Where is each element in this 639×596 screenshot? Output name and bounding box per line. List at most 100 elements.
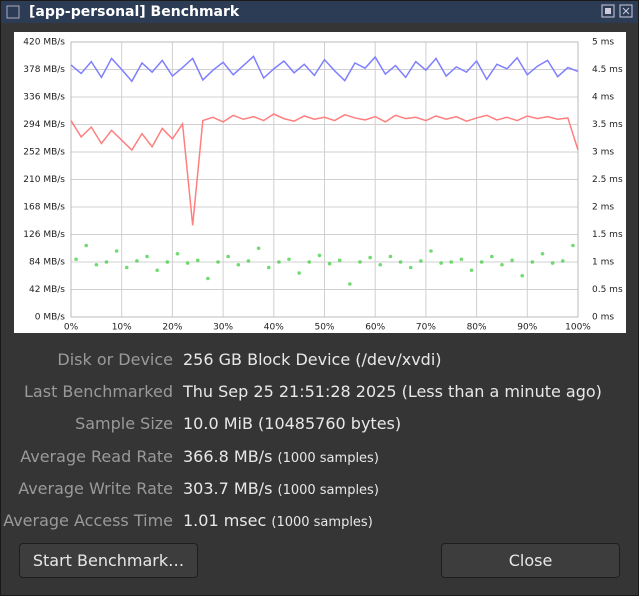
- info-value-group: 256 GB Block Device (/dev/xvdi): [183, 348, 442, 372]
- y2-tick-label: 3 ms: [592, 148, 614, 158]
- data-point: [124, 265, 129, 270]
- y-tick-label: 378 MB/s: [23, 65, 65, 75]
- data-point: [236, 262, 241, 267]
- data-point: [317, 253, 322, 258]
- data-point: [226, 254, 230, 259]
- info-value-group: 10.0 MiB (10485760 bytes): [183, 412, 401, 436]
- y2-tick-label: 3.5 ms: [592, 120, 623, 130]
- info-value: 366.8 MB/s: [183, 446, 273, 466]
- y2-tick-label: 4.5 ms: [592, 65, 623, 75]
- data-point: [266, 265, 271, 270]
- window-title: [app-personal] Benchmark: [29, 4, 240, 20]
- data-point: [550, 261, 555, 265]
- info-value: 303.7 MB/s: [183, 478, 273, 498]
- x-tick-label: 40%: [264, 323, 284, 333]
- y-tick-label: 168 MB/s: [23, 203, 65, 213]
- info-note: (1000 samples): [277, 482, 379, 498]
- info-label: Average Access Time: [3, 511, 173, 530]
- data-point: [297, 271, 301, 275]
- x-tick-label: 0%: [64, 323, 79, 333]
- y2-tick-label: 5 ms: [592, 38, 614, 48]
- x-tick-label: 50%: [314, 323, 334, 333]
- y2-tick-label: 0 ms: [592, 313, 614, 323]
- data-point: [500, 262, 504, 267]
- data-point: [165, 260, 170, 264]
- data-point: [419, 259, 423, 263]
- y-tick-label: 336 MB/s: [23, 93, 65, 103]
- data-point: [530, 260, 535, 264]
- info-row: Last Benchmarked Thu Sep 25 21:51:28 2025…: [1, 380, 639, 404]
- data-point: [94, 262, 99, 267]
- data-point: [175, 251, 180, 256]
- info-value: 10.0 MiB (10485760 bytes): [183, 414, 402, 434]
- data-point: [84, 243, 89, 248]
- data-point: [378, 262, 383, 267]
- x-tick-label: 10%: [112, 323, 132, 333]
- info-row: Average Write Rate 303.7 MB/s (1000 sampl…: [1, 477, 639, 501]
- x-tick-label: 70%: [416, 323, 436, 333]
- data-point: [398, 260, 403, 264]
- data-point: [256, 246, 261, 251]
- data-point: [74, 257, 78, 262]
- data-point: [358, 260, 362, 264]
- data-point: [277, 260, 281, 264]
- title-bar: [app-personal] Benchmark: [1, 1, 638, 23]
- chart-background: [14, 32, 626, 333]
- y-tick-label: 210 MB/s: [23, 175, 65, 185]
- data-point: [206, 276, 210, 281]
- window-icon: [6, 5, 20, 19]
- y2-tick-label: 1.5 ms: [592, 230, 623, 240]
- x-tick-label: 20%: [162, 323, 182, 333]
- info-row: Average Access Time 1.01 msec (1000 sampl…: [1, 509, 639, 533]
- data-point: [520, 273, 525, 278]
- info-value: 256 GB Block Device (/dev/xvdi): [183, 350, 442, 369]
- data-point: [479, 260, 484, 264]
- data-point: [408, 265, 413, 270]
- info-label: Sample Size: [75, 414, 173, 434]
- data-point: [348, 282, 352, 286]
- start-benchmark-button[interactable]: Start Benchmark…: [19, 543, 198, 578]
- x-tick-label: 60%: [365, 323, 385, 333]
- info-value: Thu Sep 25 21:51:28 2025 (Less than a mi…: [183, 382, 602, 402]
- info-label: Disk or Device: [57, 350, 173, 369]
- x-tick-label: 80%: [467, 323, 487, 333]
- y2-tick-label: 2 ms: [592, 203, 614, 213]
- data-point: [185, 261, 190, 265]
- data-point: [145, 254, 149, 259]
- x-tick-label: 30%: [213, 323, 233, 333]
- data-point: [459, 257, 464, 262]
- data-point: [571, 243, 575, 248]
- data-point: [114, 249, 119, 253]
- y-tick-label: 126 MB/s: [23, 230, 65, 240]
- y-tick-label: 252 MB/s: [23, 148, 65, 158]
- info-value-group: 1.01 msec (1000 samples): [183, 509, 373, 535]
- data-point: [337, 258, 342, 263]
- data-line: [70, 113, 579, 226]
- x-tick-label: 90%: [517, 323, 537, 333]
- data-point: [469, 268, 474, 273]
- data-point: [540, 251, 545, 256]
- y2-tick-label: 0.5 ms: [592, 285, 623, 295]
- info-label: Average Read Rate: [20, 446, 173, 466]
- info-value-group: Thu Sep 25 21:51:28 2025 (Less than a mi…: [183, 380, 602, 404]
- data-point: [246, 259, 251, 263]
- data-point: [195, 258, 200, 263]
- info-value-group: 366.8 MB/s (1000 samples): [183, 445, 379, 471]
- info-label: Last Benchmarked: [24, 382, 173, 402]
- y-tick-label: 42 MB/s: [29, 285, 65, 295]
- y-tick-label: 0 MB/s: [35, 313, 66, 323]
- data-point: [490, 254, 494, 259]
- window-controls[interactable]: [598, 1, 638, 23]
- data-point: [439, 261, 443, 265]
- data-point: [307, 260, 312, 264]
- x-tick-label: 100%: [565, 323, 591, 333]
- benchmark-chart: 0 MB/s 42 MB/s 84 MB/s 126 MB/s 168 MB/s 210 …: [14, 32, 626, 333]
- close-button[interactable]: Close: [441, 543, 620, 578]
- y2-tick-label: 4 ms: [592, 93, 614, 103]
- data-point: [560, 259, 565, 263]
- data-point: [368, 255, 372, 260]
- data-point: [155, 268, 159, 273]
- data-point: [287, 257, 291, 262]
- info-note: (1000 samples): [271, 515, 373, 530]
